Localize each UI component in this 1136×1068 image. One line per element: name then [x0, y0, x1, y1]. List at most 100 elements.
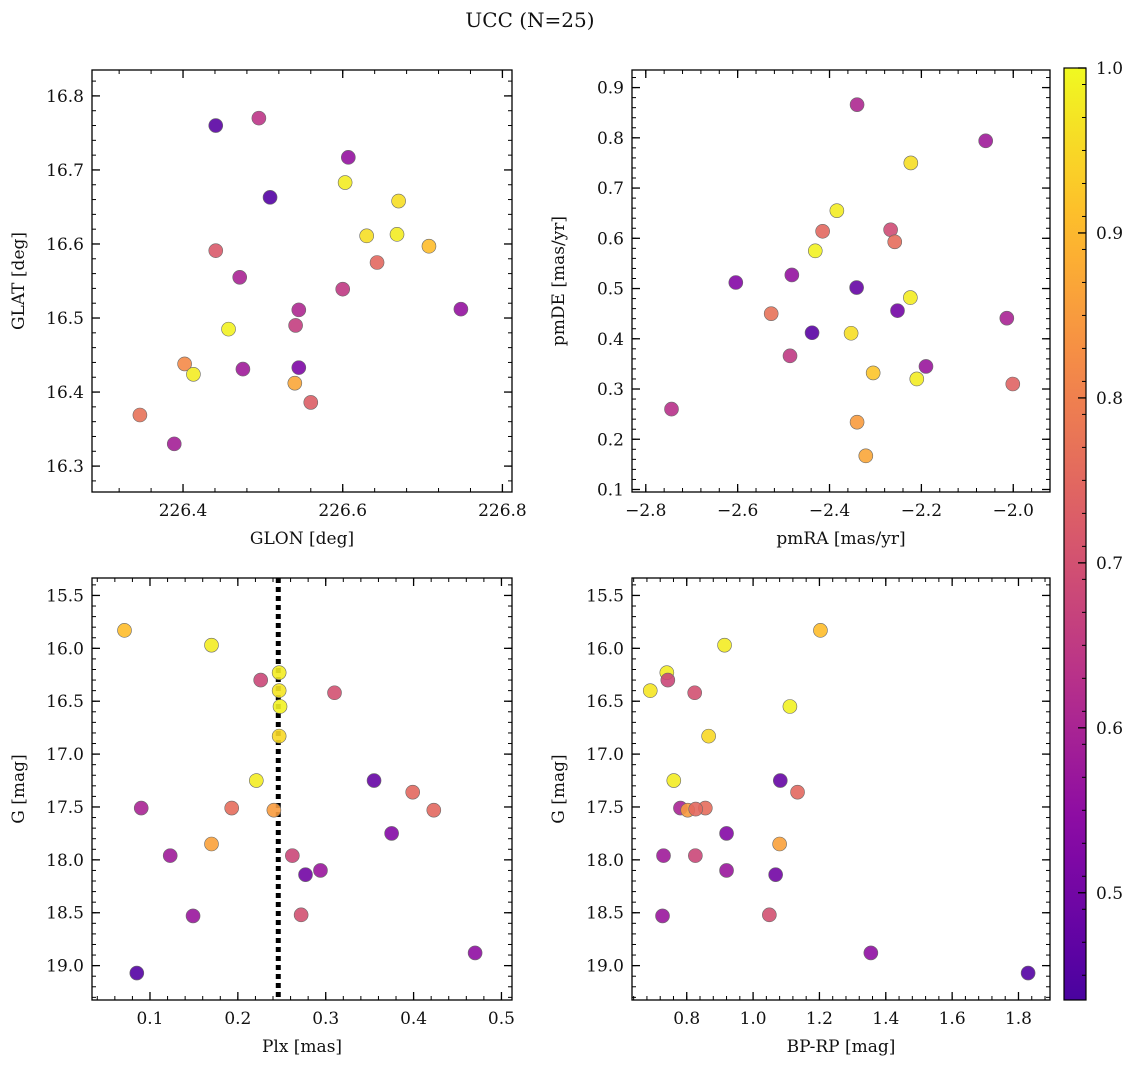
scatter-panel-2: −2.8 −2.6 −2.4 −2.2 −2.0 0.1 0.2 0.3 0.4 0.5 0.6 0.… [549, 69, 1051, 549]
scatter-point [166, 436, 182, 452]
colorbar-tick-label: 0.5 [1096, 884, 1123, 904]
x-axis-label: Plx [mas] [262, 1037, 342, 1057]
scatter-point [186, 366, 201, 382]
y-axis-label: G [mag] [9, 754, 29, 823]
scatter-point [772, 836, 787, 852]
colorbar-tick-label: 0.6 [1096, 719, 1123, 739]
scatter-point [660, 672, 676, 688]
x-tick-label: −2.8 [625, 501, 666, 521]
x-tick-label: 0.8 [673, 1009, 700, 1029]
y-tick-label: 19.0 [46, 957, 84, 977]
x-tick-label: −2.6 [717, 501, 758, 521]
y-tick-label: 17.0 [46, 745, 84, 765]
scatter-point [719, 826, 734, 841]
colorbar: 0.5 0.6 0.7 0.8 0.9 1.0 [1063, 59, 1123, 1001]
colorbar-tick-label: 0.7 [1096, 554, 1123, 574]
scatter-point [701, 728, 716, 744]
scatter-point [293, 907, 309, 923]
figure-title: UCC (N=25) [465, 8, 594, 32]
y-tick-label: 0.2 [597, 430, 624, 450]
scatter-point [271, 683, 287, 698]
x-tick-label: 1.4 [872, 1009, 899, 1029]
scatter-point [843, 325, 859, 341]
y-tick-label: 19.0 [586, 957, 624, 977]
scatter-point [666, 773, 682, 788]
scatter-point [978, 133, 993, 149]
scatter-point [784, 267, 800, 283]
scatter-point [337, 175, 353, 190]
y-tick-label: 16.6 [46, 235, 84, 255]
y-axis-label: pmDE [mas/yr] [549, 216, 569, 346]
scatter-point [688, 801, 703, 817]
colorbar-tick-label: 0.9 [1096, 224, 1123, 244]
y-tick-label: 17.0 [586, 745, 624, 765]
scatter-point [426, 802, 442, 818]
scatter-point [642, 683, 658, 698]
x-tick-label: 1.0 [740, 1009, 767, 1029]
scatter-point [208, 118, 224, 133]
x-tick-label: 0.1 [136, 1009, 163, 1029]
y-tick-label: 16.5 [46, 692, 84, 712]
scatter-point [887, 234, 903, 250]
y-tick-label: 16.5 [586, 692, 624, 712]
y-tick-label: 18.0 [46, 851, 84, 871]
scatter-point [177, 356, 192, 372]
scatter-panel-4: 0.8 1.0 1.2 1.4 1.6 1.8 15.5 16.0 16.5 17.0 17.5 18… [549, 577, 1051, 1057]
scatter-point [687, 685, 703, 701]
scatter-point [208, 243, 224, 258]
y-tick-label: 16.3 [46, 457, 84, 477]
scatter-point [359, 228, 374, 244]
scatter-point [132, 407, 148, 423]
x-tick-label: 1.8 [1005, 1009, 1032, 1029]
scatter-point [999, 310, 1015, 326]
scatter-point [221, 321, 236, 337]
y-tick-label: 18.0 [586, 851, 624, 871]
scatter-point [204, 836, 219, 852]
scatter-point [890, 303, 905, 318]
scatter-point [129, 965, 145, 981]
y-tick-label: 15.5 [46, 586, 84, 606]
scatter-point [813, 623, 828, 638]
scatter-point [849, 97, 865, 112]
x-tick-label: 226.4 [159, 501, 208, 521]
scatter-point [909, 371, 925, 387]
x-tick-label: 226.8 [478, 501, 527, 521]
y-tick-label: 17.5 [586, 798, 624, 818]
scatter-point [1005, 376, 1021, 392]
scatter-point [467, 945, 483, 961]
y-tick-label: 16.0 [586, 639, 624, 659]
y-tick-label: 0.5 [597, 280, 624, 300]
x-tick-label: 0.5 [488, 1009, 515, 1029]
axes-frame [631, 577, 1051, 1001]
y-tick-label: 0.8 [597, 129, 624, 149]
scatter-point [341, 150, 356, 165]
scatter-point [272, 699, 288, 714]
x-axis-label: BP-RP [mag] [787, 1037, 896, 1057]
scatter-point [285, 848, 300, 863]
scatter-point [772, 773, 788, 788]
scatter-point [327, 685, 342, 701]
scatter-point [804, 325, 820, 341]
scatter-point [389, 227, 405, 242]
x-tick-label: 0.2 [224, 1009, 251, 1029]
x-tick-label: 226.6 [318, 501, 367, 521]
axes-frame [631, 69, 1051, 493]
scatter-point [918, 359, 934, 374]
y-tick-label: 0.7 [597, 179, 624, 199]
x-axis-label: GLON [deg] [250, 529, 354, 549]
scatter-point [903, 290, 918, 305]
scatter-point [858, 448, 874, 464]
colorbar-tick-label: 0.8 [1096, 389, 1123, 409]
scatter-point [251, 110, 267, 126]
scatter-point [719, 863, 734, 878]
scatter-point [782, 348, 798, 364]
scatter-point [291, 360, 307, 375]
colorbar-tick-label: 1.0 [1096, 59, 1123, 79]
scatter-point [728, 275, 744, 290]
scatter-point [790, 784, 805, 800]
scatter-point [782, 699, 798, 714]
scatter-point [849, 414, 865, 430]
scatter-point [249, 773, 264, 788]
scatter-point [405, 784, 421, 800]
